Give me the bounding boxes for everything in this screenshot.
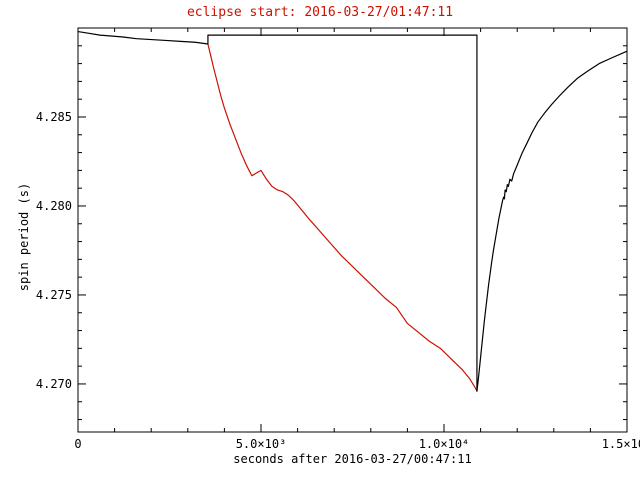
x-tick-label: 1.0×10⁴ xyxy=(419,437,470,451)
x-tick-label: 0 xyxy=(74,437,81,451)
y-tick-label: 4.280 xyxy=(36,199,72,213)
y-tick-label: 4.270 xyxy=(36,377,72,391)
x-axis-label: seconds after 2016-03-27/00:47:11 xyxy=(233,452,472,466)
y-tick-label: 4.285 xyxy=(36,110,72,124)
series-eclipse-spin-down xyxy=(207,43,478,392)
series-eclipse-marker-box xyxy=(207,34,478,392)
series-pre-eclipse-spin-period xyxy=(77,30,209,45)
chart-title: eclipse start: 2016-03-27/01:47:11 xyxy=(186,5,454,20)
x-tick-label: 5.0×10³ xyxy=(236,437,287,451)
y-tick-label: 4.275 xyxy=(36,288,72,302)
plot-frame xyxy=(77,27,628,433)
series-post-eclipse-recovery xyxy=(476,50,628,392)
x-tick-label: 1.5×10⁴ xyxy=(602,437,640,451)
y-axis-label: spin period (s) xyxy=(17,182,31,292)
